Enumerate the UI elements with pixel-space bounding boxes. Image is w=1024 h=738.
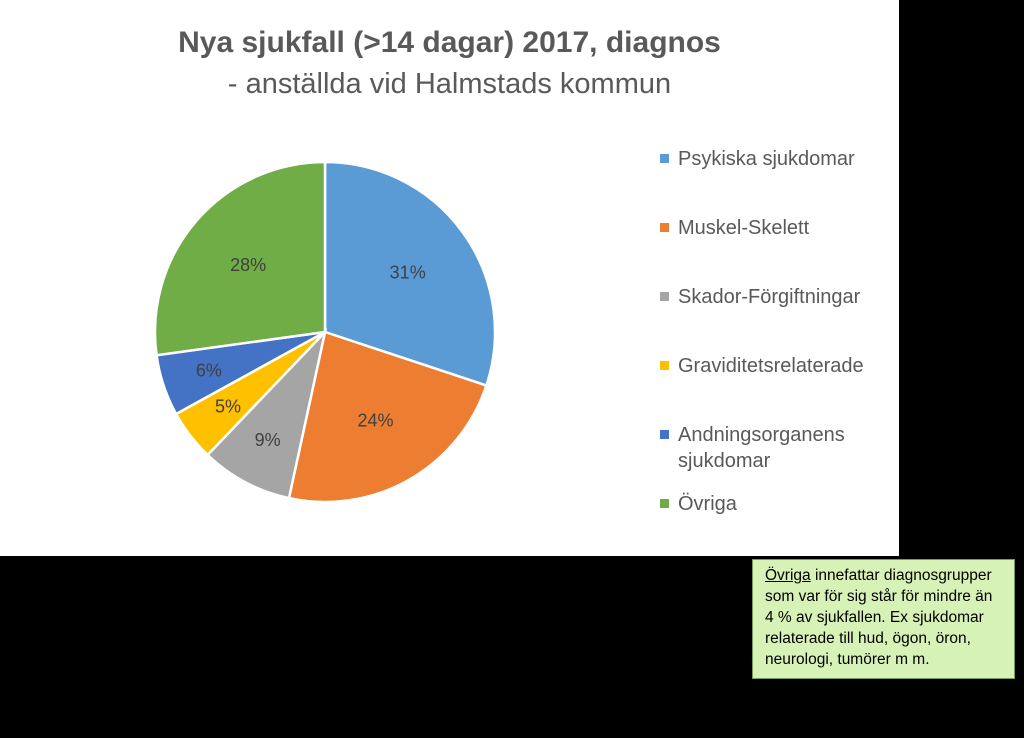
- legend-swatch: [660, 499, 669, 508]
- legend-label: Andningsorganens sjukdomar: [678, 424, 845, 472]
- legend-label: Övriga: [678, 493, 737, 515]
- legend-swatch: [660, 361, 669, 370]
- legend-item-5: Andningsorganens sjukdomar: [660, 422, 888, 474]
- pie-slice-6: [153, 160, 327, 357]
- legend-label: Psykiska sjukdomar: [678, 148, 855, 170]
- slice-label-2: 24%: [358, 411, 394, 431]
- note-term: Övriga: [765, 567, 811, 584]
- note-box: Övriga innefattar diagnosgrupper som var…: [752, 559, 1015, 679]
- pie-slice-1: [323, 160, 497, 388]
- legend-item-2: Muskel-Skelett: [660, 215, 888, 241]
- legend-label: Skador-Förgiftningar: [678, 286, 861, 308]
- legend-item-3: Skador-Förgiftningar: [660, 284, 888, 310]
- pie-chart: 31% 24% 9% 5% 6% 28%: [153, 160, 497, 504]
- pie-slice-3: [205, 327, 328, 500]
- legend-label: Muskel-Skelett: [678, 217, 810, 239]
- legend-item-4: Graviditetsrelaterade: [660, 353, 888, 379]
- pie-slice-2: [287, 330, 488, 504]
- legend-swatch: [660, 223, 669, 232]
- slice-label-4: 5%: [215, 397, 241, 417]
- note-text: innefattar diagnosgrupper som var för si…: [765, 567, 993, 668]
- chart-title: Nya sjukfall (>14 dagar) 2017, diagnos: [178, 26, 721, 59]
- legend-swatch: [660, 292, 669, 301]
- legend-swatch: [660, 430, 669, 439]
- slice-label-6: 28%: [230, 255, 266, 275]
- chart-panel: Nya sjukfall (>14 dagar) 2017, diagnos -…: [0, 0, 899, 556]
- chart-subtitle: - anställda vid Halmstads kommun: [227, 68, 672, 100]
- slice-label-3: 9%: [255, 430, 281, 450]
- slice-label-5: 6%: [196, 361, 222, 381]
- slice-label-1: 31%: [390, 262, 426, 282]
- legend-swatch: [660, 154, 669, 163]
- legend-item-6: Övriga: [660, 491, 888, 517]
- legend-label: Graviditetsrelaterade: [678, 355, 864, 377]
- legend-item-1: Psykiska sjukdomar: [660, 146, 888, 172]
